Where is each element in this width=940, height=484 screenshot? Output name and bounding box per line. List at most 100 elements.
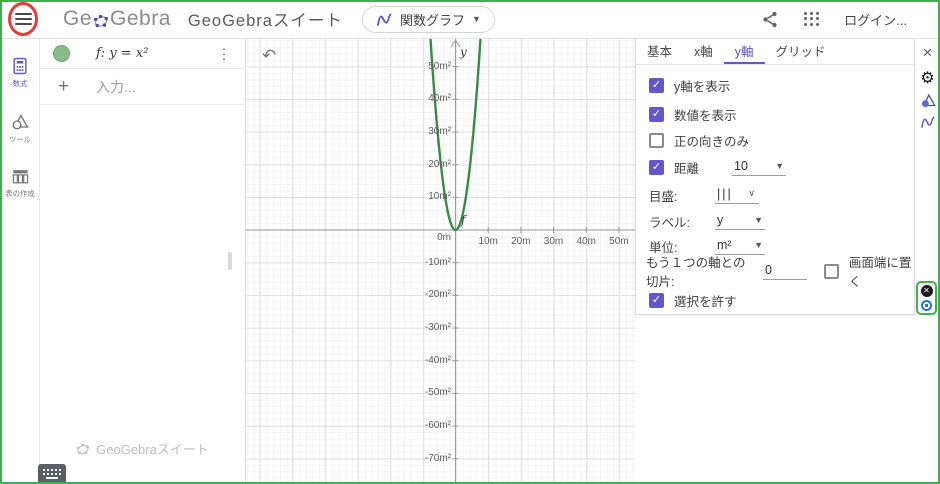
- tick-style-value: |||: [717, 186, 733, 201]
- stick-to-edge-checkbox[interactable]: [823, 263, 839, 279]
- sidebar-item-table[interactable]: 表の作成: [0, 167, 40, 199]
- y-tick-label: 0m: [437, 232, 451, 243]
- tick-style-dropdown[interactable]: ||| ∨: [715, 187, 759, 204]
- geogebra-logo: Ge Gebra: [63, 7, 171, 31]
- tab-grid[interactable]: グリッド: [775, 45, 826, 59]
- y-tick-label: -70m²: [424, 452, 451, 464]
- distance-label: 距離: [674, 162, 700, 176]
- y-tick-label: -20m²: [424, 289, 451, 301]
- visibility-toggle-circle[interactable]: [53, 45, 70, 62]
- function-graph-icon: [377, 13, 392, 26]
- algebra-input-row[interactable]: + 入力...: [40, 69, 245, 105]
- tools-icon: [12, 113, 29, 130]
- logo-text: Gebra: [110, 7, 171, 30]
- keyboard-toggle-button[interactable]: [38, 464, 66, 484]
- logo-text: Ge: [63, 7, 93, 30]
- watermark: GeoGebraスイート: [40, 439, 245, 458]
- topbar: Ge Gebra GeoGebraスイート 関数グラフ ▼: [0, 0, 940, 39]
- y-tick-label: 40m²: [428, 93, 451, 105]
- calculator-icon: [13, 57, 27, 75]
- y-tick-label: -30m²: [424, 322, 451, 334]
- sidebar-item-algebra[interactable]: 数式: [0, 56, 40, 89]
- function-graph-icon: [920, 116, 934, 128]
- share-button[interactable]: [761, 10, 779, 29]
- chevron-down-icon: ▼: [754, 240, 763, 250]
- algebra-input[interactable]: 入力...: [96, 78, 136, 95]
- recording-stop-icon[interactable]: [921, 300, 932, 311]
- y-tick-label: -50m²: [424, 387, 451, 399]
- cross-at-label: もう１つの軸との切片:: [646, 256, 746, 289]
- tab-x-axis[interactable]: x軸: [694, 45, 713, 59]
- positive-only-label: 正の向きのみ: [674, 135, 750, 149]
- settings-tabs: 基本 x軸 y軸 グリッド: [636, 39, 914, 65]
- y-tick-label: 20m²: [428, 158, 451, 170]
- tab-y-axis[interactable]: y軸: [723, 39, 765, 64]
- x-tick-label: 40m: [576, 236, 596, 247]
- plus-icon: +: [57, 75, 70, 97]
- plot-canvas: [246, 39, 635, 484]
- unit-dropdown[interactable]: m² ▼: [715, 238, 765, 255]
- geogebra-mark-icon: [77, 443, 90, 454]
- sidebar-item-label: 数式: [12, 79, 28, 88]
- table-icon: [12, 170, 28, 184]
- share-icon: [763, 11, 777, 27]
- unit-value: m²: [717, 238, 732, 252]
- cross-at-input[interactable]: 0: [763, 263, 807, 280]
- stick-to-edge-label: 画面端に置く: [848, 256, 912, 289]
- y-axis-arrowhead: [450, 39, 461, 48]
- scrollbar-thumb[interactable]: [228, 252, 232, 270]
- unit-label: 単位:: [649, 241, 678, 255]
- allow-selection-checkbox[interactable]: [649, 292, 664, 308]
- chevron-down-icon: ▼: [775, 161, 784, 171]
- x-tick-label: 10m: [478, 236, 498, 247]
- y-tick-label: 50m²: [428, 60, 451, 72]
- hamburger-menu-button[interactable]: [12, 7, 36, 31]
- sidebar-item-tools[interactable]: ツール: [0, 112, 40, 145]
- right-toolbar: × ⚙: [915, 39, 940, 484]
- distance-checkbox[interactable]: [649, 160, 664, 175]
- show-numbers-checkbox[interactable]: [649, 106, 664, 122]
- gear-icon[interactable]: ⚙: [918, 68, 937, 87]
- undo-icon[interactable]: ↶: [256, 45, 282, 67]
- close-panel-button[interactable]: ×: [918, 43, 937, 62]
- distance-value: 10: [734, 159, 748, 173]
- login-link[interactable]: ログイン...: [844, 12, 907, 28]
- geogebra-logo-icon: [93, 14, 108, 27]
- keyboard-icon: [43, 469, 61, 479]
- distance-dropdown[interactable]: 10 ▼: [732, 159, 786, 176]
- recording-widget: ✕: [916, 281, 937, 315]
- curve-label: f: [461, 213, 466, 227]
- apps-grid-icon: [804, 11, 819, 27]
- y-tick-label: 30m²: [428, 125, 451, 137]
- chevron-down-icon: ▼: [754, 215, 763, 225]
- y-tick-label: 10m²: [428, 191, 451, 203]
- tools-icon: [921, 93, 936, 107]
- graph-view[interactable]: ↶ y f 50m² 40m² 30m² 20m² 10m² 0m -10m² -20m² -3…: [246, 39, 635, 484]
- function-graph-panel-button[interactable]: [918, 112, 937, 131]
- show-axis-label: y軸を表示: [674, 79, 731, 94]
- allow-selection-label: 選択を許す: [674, 294, 737, 309]
- chevron-down-icon: ∨: [748, 188, 757, 198]
- kebab-menu-icon[interactable]: ⋮: [213, 43, 235, 64]
- app-switcher-button[interactable]: 関数グラフ ▼: [361, 5, 495, 33]
- app-switcher-label: 関数グラフ: [399, 12, 465, 28]
- algebra-row[interactable]: f: y = x² ⋮: [40, 39, 245, 69]
- watermark-label: GeoGebraスイート: [96, 442, 209, 457]
- cross-at-value: 0: [765, 262, 772, 277]
- y-tick-label: -60m²: [424, 420, 451, 432]
- x-tick-label: 20m: [511, 236, 531, 247]
- tick-style-label: 目盛:: [649, 189, 678, 204]
- axis-label-value: y: [717, 213, 724, 227]
- left-rail: 数式 ツール 表の作成: [0, 39, 40, 484]
- show-axis-checkbox[interactable]: [649, 77, 664, 93]
- axis-label-dropdown[interactable]: y ▼: [715, 213, 765, 230]
- tools-panel-button[interactable]: [918, 91, 937, 110]
- y-tick-label: -10m²: [424, 256, 451, 268]
- apps-grid-button[interactable]: [804, 11, 819, 27]
- tab-basic[interactable]: 基本: [647, 45, 673, 59]
- y-axis-label: y: [460, 45, 467, 59]
- parabola-curve: [429, 39, 482, 231]
- recording-close-icon[interactable]: ✕: [920, 285, 933, 297]
- positive-only-checkbox[interactable]: [649, 133, 664, 148]
